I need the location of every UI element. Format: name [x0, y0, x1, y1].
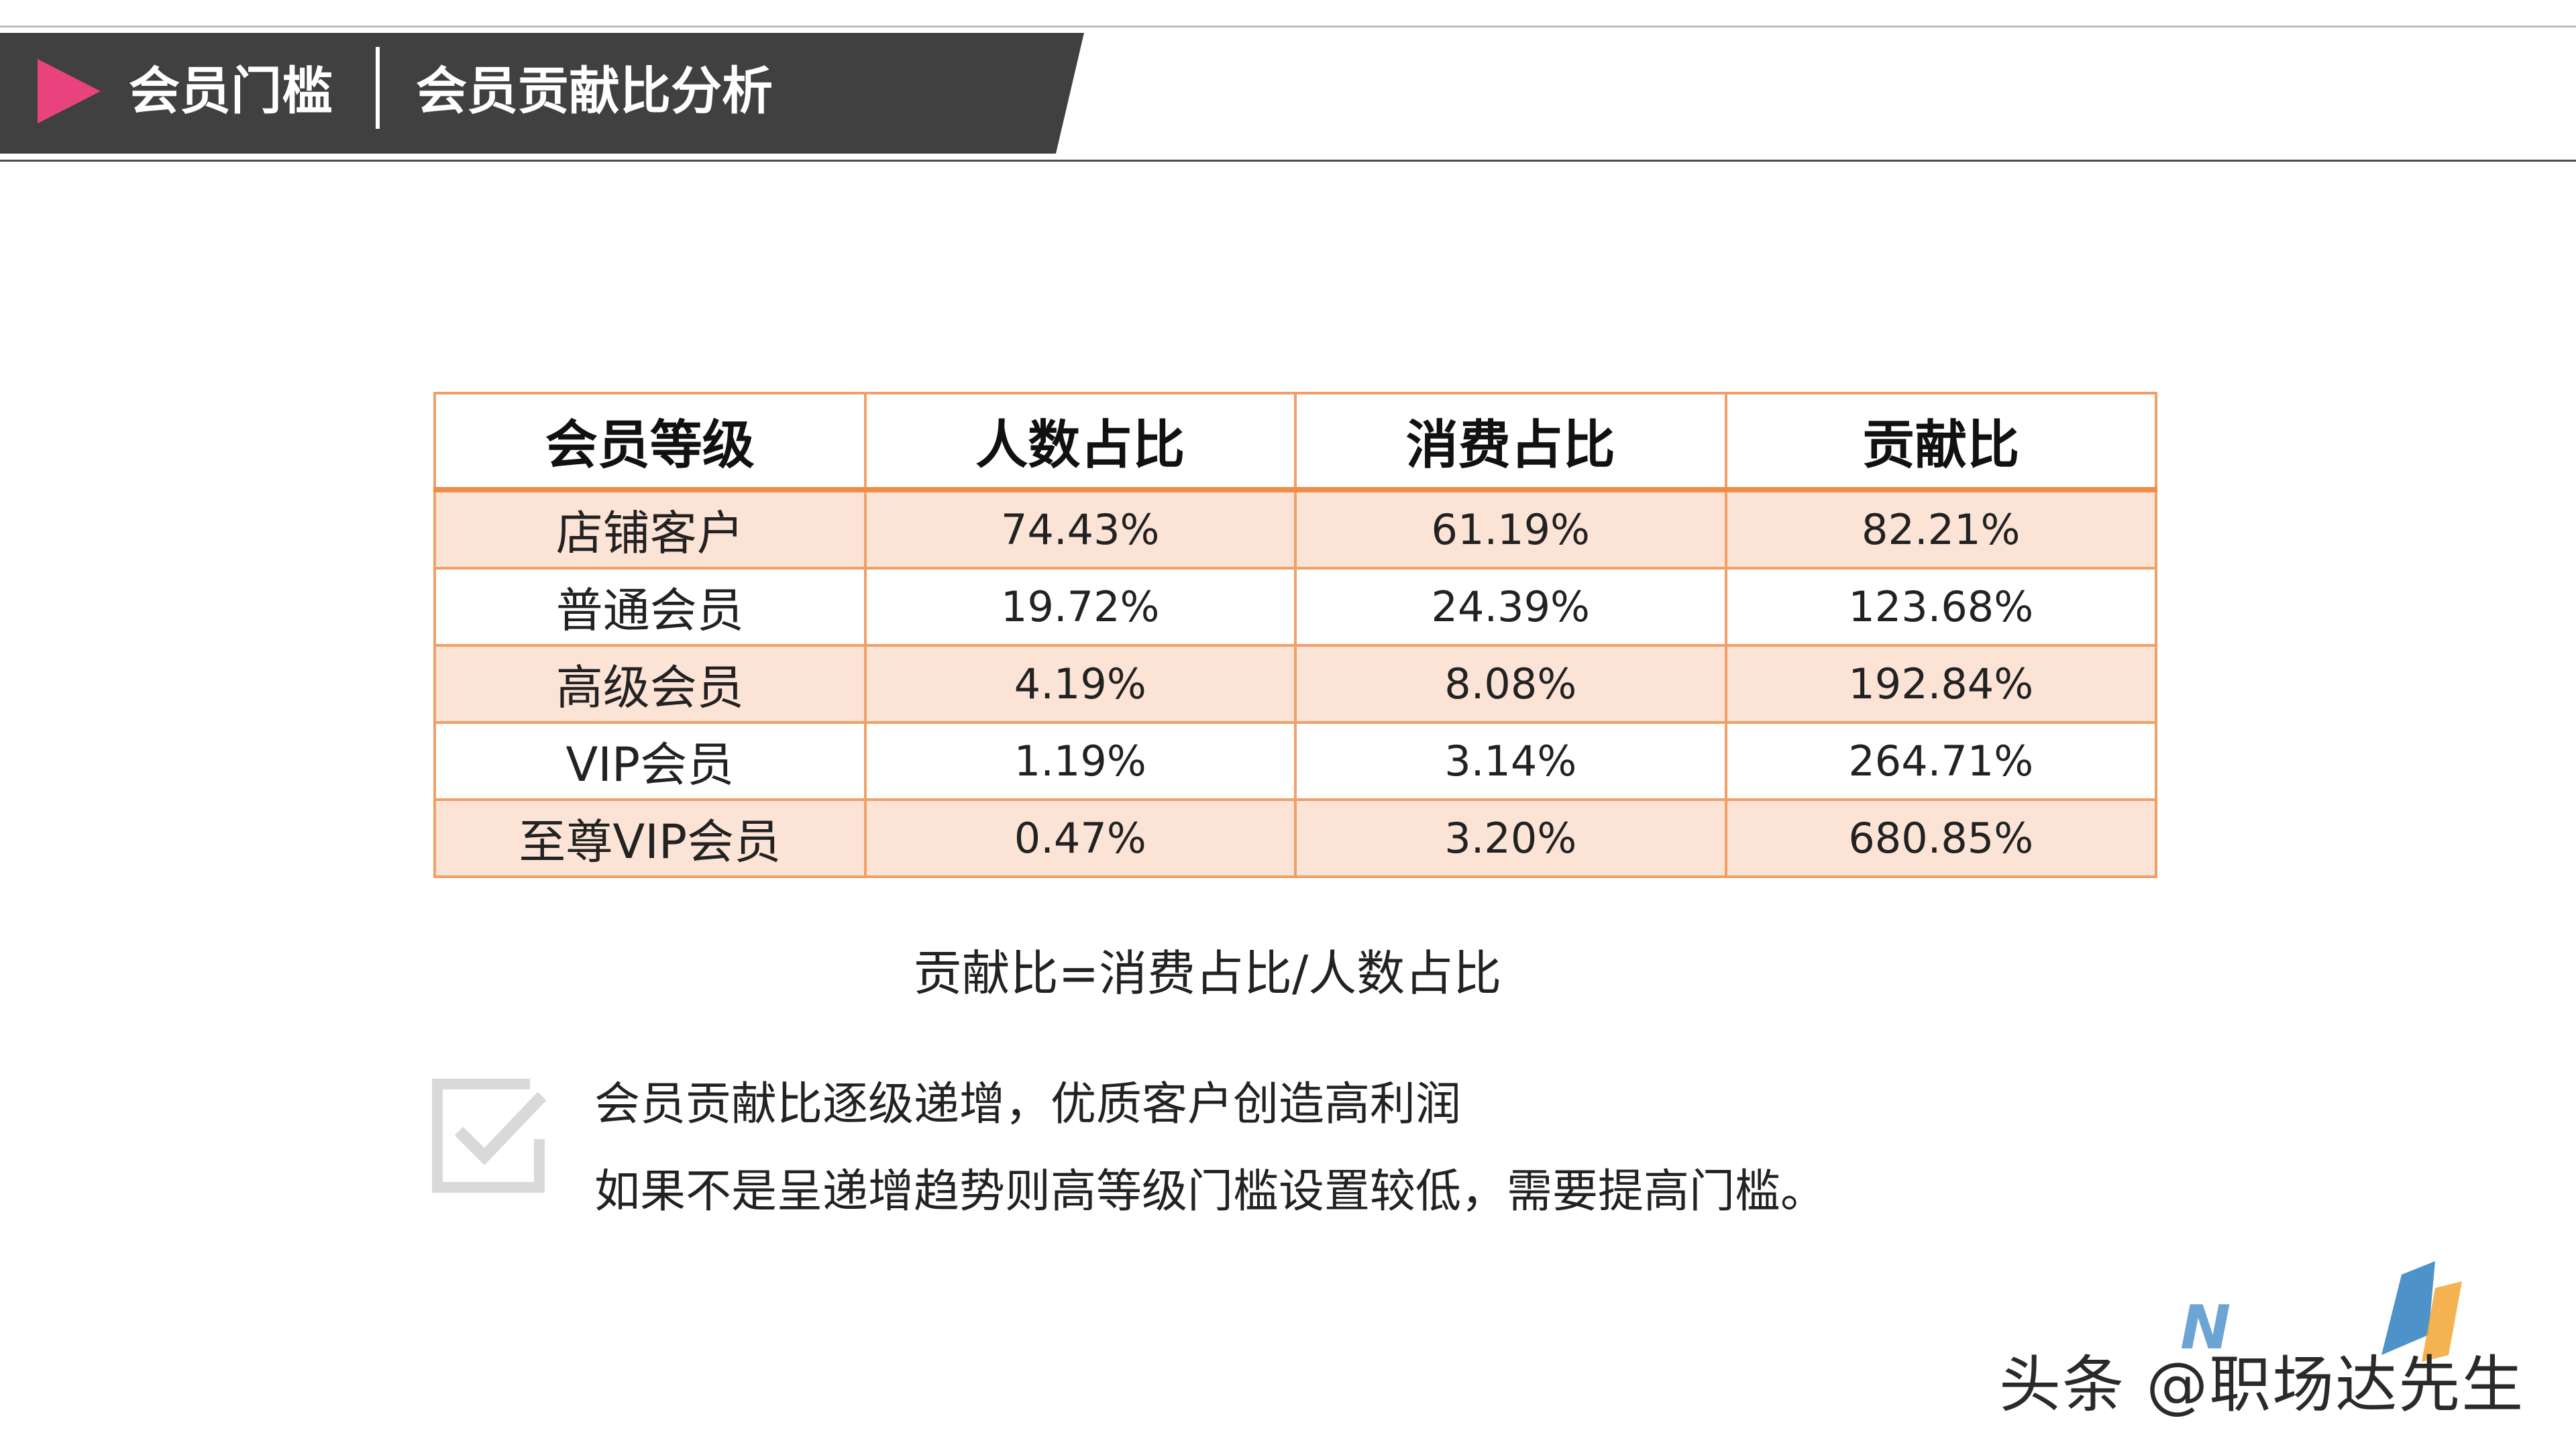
table-row: 店铺客户 74.43% 61.19% 82.21% [433, 488, 2157, 570]
grade-cell: 高级会员 [433, 644, 867, 724]
note-line-1: 会员贡献比逐级递增，优质客户创造高利润 [594, 1078, 1462, 1131]
spend-share-cell: 8.08% [1294, 644, 1727, 724]
column-header: 贡献比 [1724, 392, 2157, 492]
title-divider [376, 47, 380, 129]
spend-share-cell: 61.19% [1294, 488, 1727, 570]
page-title: 会员贡献比分析 [416, 61, 773, 121]
people-share-cell: 4.19% [863, 644, 1297, 724]
table-row: 普通会员 19.72% 24.39% 123.68% [433, 567, 2157, 647]
contribution-cell: 82.21% [1724, 488, 2157, 570]
people-share-cell: 0.47% [863, 798, 1297, 878]
table-header-row: 会员等级 人数占比 消费占比 贡献比 [433, 392, 2157, 492]
people-share-cell: 74.43% [863, 488, 1297, 570]
svg-text:N: N [2180, 1293, 2231, 1362]
grade-cell: VIP会员 [433, 721, 867, 801]
people-share-cell: 19.72% [863, 567, 1297, 647]
contribution-cell: 264.71% [1724, 721, 2157, 801]
checkbox-check-icon [432, 1079, 547, 1193]
contribution-cell: 680.85% [1724, 798, 2157, 878]
table-row: 高级会员 4.19% 8.08% 192.84% [433, 644, 2157, 724]
watermark-text: 头条 @职场达先生 [1999, 1349, 2525, 1421]
spend-share-cell: 24.39% [1294, 567, 1727, 647]
contribution-table: 会员等级 人数占比 消费占比 贡献比 店铺客户 74.43% 61.19% 82… [433, 392, 2157, 878]
nascent-logo-icon: N [2180, 1261, 2462, 1362]
column-header: 会员等级 [433, 392, 867, 492]
contribution-cell: 192.84% [1724, 644, 2157, 724]
column-header: 消费占比 [1294, 392, 1727, 492]
spend-share-cell: 3.14% [1294, 721, 1727, 801]
top-rule [0, 25, 2576, 28]
header-rule [0, 160, 2576, 162]
grade-cell: 至尊VIP会员 [433, 798, 867, 878]
formula-text: 贡献比=消费占比/人数占比 [913, 945, 1502, 1002]
people-share-cell: 1.19% [863, 721, 1297, 801]
play-triangle-icon [38, 59, 101, 123]
section-title: 会员门槛 [129, 61, 333, 121]
header-band [0, 33, 1084, 154]
spend-share-cell: 3.20% [1294, 798, 1727, 878]
table-row: VIP会员 1.19% 3.14% 264.71% [433, 721, 2157, 801]
grade-cell: 普通会员 [433, 567, 867, 647]
table-row: 至尊VIP会员 0.47% 3.20% 680.85% [433, 798, 2157, 878]
note-line-2: 如果不是呈递增趋势则高等级门槛设置较低，需要提高门槛。 [594, 1165, 1827, 1218]
contribution-cell: 123.68% [1724, 567, 2157, 647]
grade-cell: 店铺客户 [433, 488, 867, 570]
column-header: 人数占比 [863, 392, 1297, 492]
